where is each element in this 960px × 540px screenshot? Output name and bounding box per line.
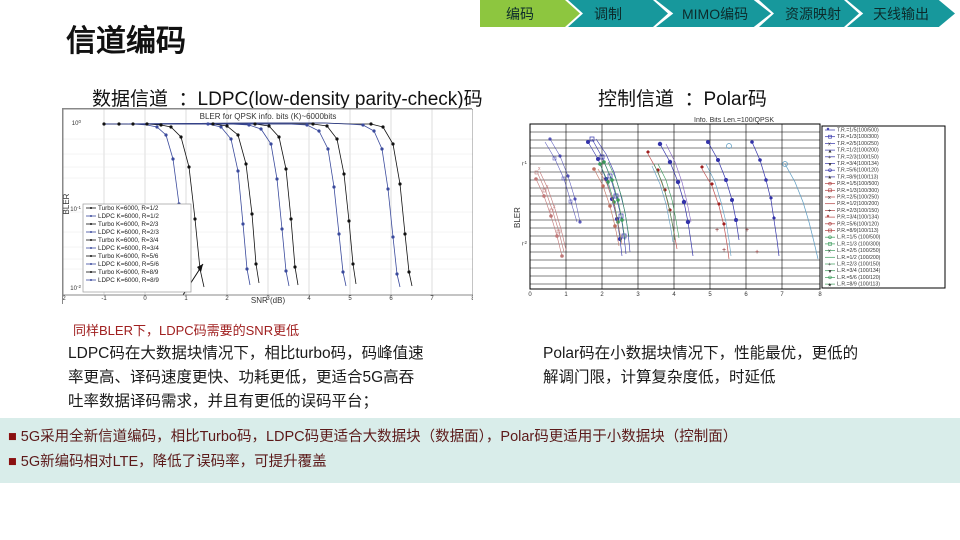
- svg-text:Turbo K=6000, R=1/2: Turbo K=6000, R=1/2: [98, 205, 159, 212]
- svg-text:+: +: [828, 155, 831, 161]
- svg-text:▼: ▼: [828, 162, 833, 168]
- svg-text:LDPC K=6000, R=5/6: LDPC K=6000, R=5/6: [98, 261, 159, 268]
- svg-text:BLER for QPSK info. bits (K)~6: BLER for QPSK info. bits (K)~6000bits: [200, 112, 337, 121]
- svg-text:LDPC K=6000, R=3/4: LDPC K=6000, R=3/4: [98, 245, 159, 252]
- svg-text:+: +: [828, 262, 831, 268]
- svg-text:T.R.=2/5(100/250): T.R.=2/5(100/250): [837, 141, 879, 147]
- svg-text:▼: ▼: [828, 269, 833, 275]
- svg-text:P.R.=1/3(100/300): P.R.=1/3(100/300): [837, 188, 879, 194]
- svg-text:Turbo K=6000, R=8/9: Turbo K=6000, R=8/9: [98, 269, 159, 276]
- svg-text:T.R.=8/9(100/113): T.R.=8/9(100/113): [837, 174, 879, 180]
- svg-text:L.R.=8/9 (100/113): L.R.=8/9 (100/113): [837, 282, 880, 288]
- svg-text:P.R.=1/5(100/500): P.R.=1/5(100/500): [837, 181, 879, 187]
- svg-text:L.R.=1/5 (100/500): L.R.=1/5 (100/500): [837, 235, 881, 241]
- svg-text:P.R.=5/6(100/120): P.R.=5/6(100/120): [837, 221, 879, 227]
- svg-text:P.R.=1/2(100/200): P.R.=1/2(100/200): [837, 201, 879, 207]
- svg-text:T.R.=3/4(100/134): T.R.=3/4(100/134): [837, 161, 879, 167]
- svg-text:x: x: [828, 249, 831, 255]
- svg-text:Turbo K=6000, R=3/4: Turbo K=6000, R=3/4: [98, 237, 159, 244]
- svg-text:+: +: [745, 227, 749, 234]
- svg-text:-1: -1: [101, 296, 107, 302]
- svg-text:+: +: [715, 227, 719, 234]
- svg-text:L.R.=2/3 (100/150): L.R.=2/3 (100/150): [837, 262, 881, 268]
- svg-text:Info. Bits Len.=100/QPSK: Info. Bits Len.=100/QPSK: [694, 117, 774, 124]
- svg-text:+: +: [722, 247, 726, 254]
- svg-text:+: +: [755, 249, 759, 256]
- svg-text:L.R.=3/4 (100/134): L.R.=3/4 (100/134): [837, 268, 881, 274]
- svg-text:LDPC K=6000, R=2/3: LDPC K=6000, R=2/3: [98, 229, 159, 236]
- svg-text:P.R.=2/3(100/150): P.R.=2/3(100/150): [837, 208, 879, 214]
- svg-text:T.R.=5/6(100/120): T.R.=5/6(100/120): [837, 168, 879, 174]
- svg-text:L.R.=5/6 (100/120): L.R.=5/6 (100/120): [837, 275, 881, 281]
- svg-text:T.R.=1/3(100/300): T.R.=1/3(100/300): [837, 134, 879, 140]
- svg-text:T.R.=1/5(100/500): T.R.=1/5(100/500): [837, 128, 879, 134]
- svg-text:Turbo K=6000, R=5/6: Turbo K=6000, R=5/6: [98, 253, 159, 260]
- svg-text:Turbo K=6000, R=2/3: Turbo K=6000, R=2/3: [98, 221, 159, 228]
- svg-text:P.R.=2/5(100/250): P.R.=2/5(100/250): [837, 195, 879, 201]
- svg-text:L.R.=2/5 (100/250): L.R.=2/5 (100/250): [837, 248, 881, 254]
- svg-text:★: ★: [828, 282, 833, 288]
- svg-text:P.R.=3/4(100/134): P.R.=3/4(100/134): [837, 215, 879, 221]
- svg-text:LDPC K=6000, R=8/9: LDPC K=6000, R=8/9: [98, 277, 159, 284]
- svg-text:x: x: [828, 195, 831, 201]
- svg-text:x: x: [828, 141, 831, 147]
- svg-text:L.R.=1/3 (100/300): L.R.=1/3 (100/300): [837, 241, 881, 247]
- svg-text:8: 8: [471, 296, 473, 302]
- svg-text:★: ★: [828, 175, 833, 181]
- svg-text:▲: ▲: [828, 148, 833, 154]
- svg-text:+: +: [828, 209, 831, 215]
- svg-text:LDPC K=6000, R=1/2: LDPC K=6000, R=1/2: [98, 213, 159, 220]
- svg-text:L.R.=1/2 (100/200): L.R.=1/2 (100/200): [837, 255, 881, 261]
- svg-text:P.R.=8/9(100/113): P.R.=8/9(100/113): [837, 228, 879, 234]
- svg-text:T.R.=1/2(100/200): T.R.=1/2(100/200): [837, 148, 879, 154]
- svg-text:T.R.=2/3(100/150): T.R.=2/3(100/150): [837, 154, 879, 160]
